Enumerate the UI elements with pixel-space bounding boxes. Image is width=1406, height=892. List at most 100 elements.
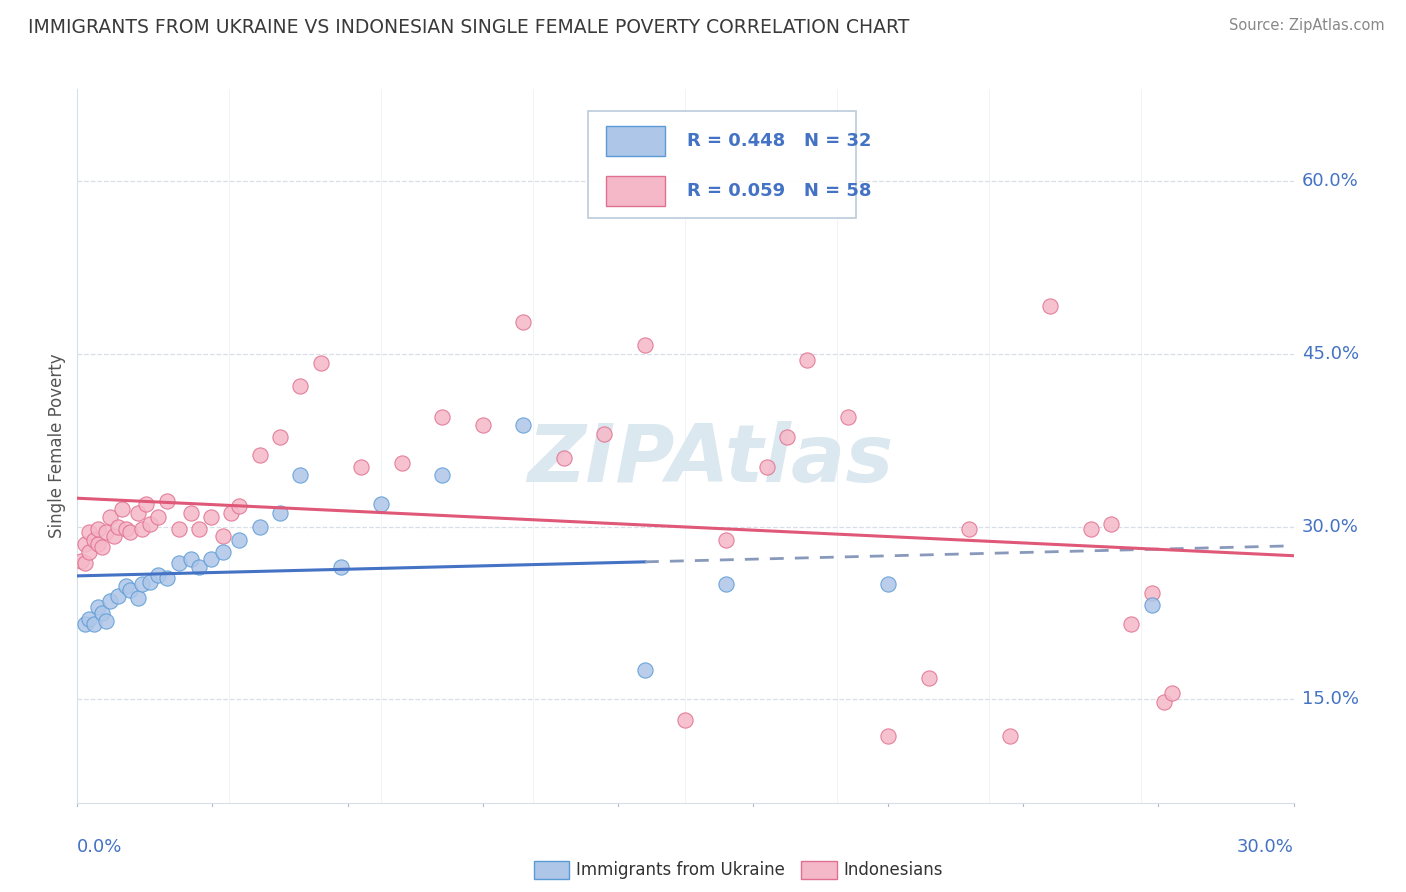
- Point: [94, 614, 117, 628]
- Point: [70, 554, 93, 568]
- Point: [155, 494, 177, 508]
- Point: [329, 559, 352, 574]
- Text: 30.0%: 30.0%: [1302, 517, 1358, 535]
- Point: [86, 600, 108, 615]
- Point: [155, 571, 177, 585]
- Text: 15.0%: 15.0%: [1302, 690, 1358, 708]
- Point: [350, 459, 373, 474]
- Point: [75, 537, 97, 551]
- FancyBboxPatch shape: [606, 176, 665, 206]
- Point: [309, 356, 332, 370]
- Point: [75, 617, 97, 632]
- Point: [1153, 694, 1175, 708]
- Text: 45.0%: 45.0%: [1302, 345, 1360, 363]
- Point: [796, 352, 818, 367]
- Point: [90, 541, 112, 555]
- Text: R = 0.059   N = 58: R = 0.059 N = 58: [686, 182, 872, 200]
- Point: [755, 459, 778, 474]
- Point: [98, 594, 121, 608]
- Text: 60.0%: 60.0%: [1302, 172, 1358, 190]
- Point: [103, 529, 125, 543]
- Point: [1140, 586, 1163, 600]
- Text: 0.0%: 0.0%: [77, 838, 122, 856]
- Point: [139, 574, 162, 589]
- Point: [139, 517, 162, 532]
- Point: [131, 577, 153, 591]
- Point: [370, 497, 392, 511]
- Point: [512, 418, 534, 433]
- Point: [75, 557, 97, 571]
- Point: [391, 456, 413, 470]
- Point: [180, 551, 202, 566]
- Point: [131, 522, 153, 536]
- Point: [877, 577, 900, 591]
- Point: [83, 617, 105, 632]
- Point: [430, 410, 453, 425]
- Point: [634, 664, 657, 678]
- Point: [127, 591, 149, 605]
- Point: [212, 545, 235, 559]
- Point: [221, 506, 243, 520]
- Point: [86, 522, 108, 536]
- Point: [512, 315, 534, 329]
- Point: [127, 506, 149, 520]
- Point: [98, 510, 121, 524]
- Point: [675, 713, 697, 727]
- Point: [135, 497, 157, 511]
- Point: [1140, 598, 1163, 612]
- Point: [290, 467, 312, 482]
- Point: [115, 522, 138, 536]
- Point: [269, 430, 291, 444]
- Point: [249, 519, 271, 533]
- Point: [148, 510, 170, 524]
- FancyBboxPatch shape: [606, 126, 665, 155]
- Point: [200, 551, 222, 566]
- Point: [167, 522, 190, 536]
- Point: [634, 337, 657, 351]
- Point: [94, 525, 117, 540]
- Point: [118, 525, 141, 540]
- Point: [86, 537, 108, 551]
- Point: [118, 582, 141, 597]
- Point: [148, 568, 170, 582]
- Point: [111, 502, 134, 516]
- Point: [714, 533, 737, 548]
- Point: [107, 589, 129, 603]
- Point: [200, 510, 222, 524]
- Text: IMMIGRANTS FROM UKRAINE VS INDONESIAN SINGLE FEMALE POVERTY CORRELATION CHART: IMMIGRANTS FROM UKRAINE VS INDONESIAN SI…: [28, 18, 910, 37]
- Point: [471, 418, 494, 433]
- Point: [180, 506, 202, 520]
- Point: [1121, 617, 1143, 632]
- Text: Source: ZipAtlas.com: Source: ZipAtlas.com: [1229, 18, 1385, 33]
- Point: [115, 579, 138, 593]
- Text: 30.0%: 30.0%: [1237, 838, 1294, 856]
- Point: [228, 499, 250, 513]
- Point: [269, 506, 291, 520]
- Point: [79, 612, 101, 626]
- Point: [430, 467, 453, 482]
- Point: [1161, 686, 1184, 700]
- Y-axis label: Single Female Poverty: Single Female Poverty: [48, 354, 66, 538]
- Point: [776, 430, 799, 444]
- Point: [167, 557, 190, 571]
- Point: [212, 529, 235, 543]
- Point: [1080, 522, 1102, 536]
- Point: [90, 606, 112, 620]
- Point: [593, 427, 616, 442]
- Text: R = 0.448   N = 32: R = 0.448 N = 32: [686, 132, 872, 150]
- Point: [79, 545, 101, 559]
- Point: [107, 519, 129, 533]
- Point: [553, 450, 575, 465]
- Point: [998, 729, 1021, 743]
- Point: [837, 410, 859, 425]
- Point: [877, 729, 900, 743]
- FancyBboxPatch shape: [588, 111, 856, 218]
- Point: [918, 672, 941, 686]
- Text: ZIPAtlas: ZIPAtlas: [527, 421, 893, 500]
- Point: [188, 559, 211, 574]
- Text: Immigrants from Ukraine: Immigrants from Ukraine: [576, 861, 786, 879]
- Point: [83, 533, 105, 548]
- Point: [1099, 517, 1122, 532]
- Point: [1039, 299, 1062, 313]
- Point: [290, 379, 312, 393]
